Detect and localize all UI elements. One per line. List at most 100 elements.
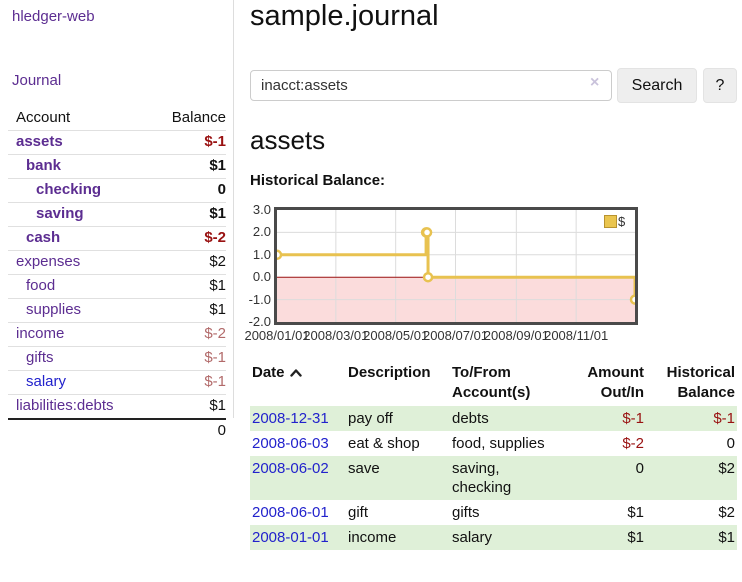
sidebar-divider <box>233 0 234 418</box>
account-row: bank $1 <box>8 154 226 179</box>
page-title: sample.journal <box>250 0 439 32</box>
transaction-description: gift <box>348 504 369 521</box>
x-axis-tick-label: 2008/01/01 <box>244 328 310 343</box>
account-row: assets $-1 <box>8 130 226 155</box>
transaction-accounts: salary <box>450 525 550 550</box>
sidebar-account-link[interactable]: supplies <box>26 301 82 318</box>
account-balance: $1 <box>152 394 226 419</box>
chart-legend: $ <box>604 214 625 229</box>
accounts-header-account: Account <box>16 109 71 126</box>
sidebar-account-link[interactable]: assets <box>16 133 63 150</box>
transaction-amount: $-1 <box>550 406 646 431</box>
account-row: income $-2 <box>8 322 226 347</box>
sidebar-account-link[interactable]: gifts <box>26 349 54 366</box>
transaction-date-link[interactable]: 2008-06-02 <box>252 460 329 477</box>
chart-label: Historical Balance: <box>250 172 386 189</box>
register-row: 2008-12-31 pay off debts $-1 $-1 <box>250 406 737 431</box>
transaction-date-link[interactable]: 2008-06-01 <box>252 504 329 521</box>
account-row: saving $1 <box>8 202 226 227</box>
chart-plot-border <box>274 207 638 325</box>
sidebar-account-link[interactable]: salary <box>26 373 67 390</box>
sidebar-account-link[interactable]: cash <box>26 229 61 246</box>
sidebar-account-link[interactable]: bank <box>26 157 62 174</box>
account-row: cash $-2 <box>8 226 226 251</box>
account-row: expenses $2 <box>8 250 226 275</box>
transaction-balance: $2 <box>646 456 737 500</box>
account-balance: $-2 <box>152 226 226 251</box>
account-row: liabilities:debts $1 <box>8 394 226 419</box>
accounts-total-value: 0 <box>152 418 226 443</box>
transaction-accounts: gifts <box>452 504 480 521</box>
sidebar-account-link[interactable]: income <box>16 325 65 342</box>
register-row: 2008-06-03 eat & shop food, supplies $-2 0 <box>250 431 737 456</box>
sidebar-account-link[interactable]: saving <box>36 205 84 222</box>
sort-ascending-icon <box>289 369 302 377</box>
account-row: food $1 <box>8 274 226 299</box>
account-row: checking 0 <box>8 178 226 203</box>
register-row: 2008-06-01 gift gifts $1 $2 <box>250 500 737 525</box>
help-button[interactable]: ? <box>703 68 737 103</box>
transaction-accounts: debts <box>450 406 550 431</box>
transaction-description: save <box>346 456 450 500</box>
y-axis-tick-label: -2.0 <box>248 314 271 329</box>
transaction-description: pay off <box>346 406 450 431</box>
sidebar-account-link[interactable]: expenses <box>16 253 81 270</box>
register-row: 2008-01-01 income salary $1 $1 <box>250 525 737 550</box>
legend-label: $ <box>618 214 626 229</box>
transaction-amount: 0 <box>550 456 646 500</box>
account-balance: $2 <box>152 250 226 275</box>
account-balance: $-1 <box>152 346 226 371</box>
transaction-balance: $-1 <box>646 406 737 431</box>
accounts-table-body: assets $-1 bank $1 checking 0 saving $1 cash $-2 e… <box>8 130 226 419</box>
transaction-amount: $1 <box>627 504 644 521</box>
account-balance: $-1 <box>152 370 226 395</box>
accounts-table: Account Balance assets $-1 bank $1 checking 0… <box>8 106 226 443</box>
account-heading: assets <box>250 125 326 155</box>
sidebar-item-journal[interactable]: Journal <box>12 72 62 89</box>
register-header-amount: Amount Out/In <box>587 364 644 401</box>
account-balance: $1 <box>152 274 226 299</box>
transaction-amount: $1 <box>550 525 646 550</box>
sidebar-account-link[interactable]: food <box>26 277 56 294</box>
transaction-accounts: saving, checking <box>450 456 550 500</box>
account-balance: $-1 <box>152 130 226 155</box>
accounts-total-row: 0 <box>8 418 226 443</box>
x-axis-tick-label: 2008/07/01 <box>422 328 489 343</box>
accounts-header-balance: Balance <box>171 109 226 126</box>
y-axis-tick-label: -1.0 <box>248 291 271 307</box>
transaction-balance: $2 <box>718 504 735 521</box>
transaction-balance: 0 <box>726 435 735 452</box>
register-header-description: Description <box>348 364 431 381</box>
search-button[interactable]: Search <box>617 68 697 103</box>
transaction-amount: $-2 <box>622 435 644 452</box>
register-row: 2008-06-02 save saving, checking 0 $2 <box>250 456 737 500</box>
x-axis-tick-label: 2008/09/01 <box>483 328 549 343</box>
account-balance: $-2 <box>152 322 226 347</box>
sidebar-account-link[interactable]: liabilities:debts <box>16 397 114 414</box>
brand-link[interactable]: hledger-web <box>12 8 95 25</box>
transaction-balance: $1 <box>646 525 737 550</box>
clear-search-icon[interactable]: × <box>590 74 600 91</box>
account-balance: $1 <box>152 298 226 323</box>
y-axis-tick-label: 1.0 <box>252 246 271 262</box>
register-header-balance: Historical Balance <box>666 364 735 401</box>
transaction-description: eat & shop <box>348 435 420 452</box>
account-row: gifts $-1 <box>8 346 226 371</box>
register-header-date[interactable]: Date <box>250 360 346 406</box>
y-axis-tick-label: 0.0 <box>252 269 271 285</box>
sidebar-account-link[interactable]: checking <box>36 181 102 198</box>
transaction-date-link[interactable]: 2008-06-03 <box>252 435 329 452</box>
transaction-description: income <box>346 525 450 550</box>
y-axis-tick-label: 3.0 <box>252 202 271 217</box>
x-axis-tick-label: 2008/11/01 <box>544 328 609 343</box>
transaction-date-link[interactable]: 2008-12-31 <box>252 410 329 427</box>
account-balance: 0 <box>152 178 226 203</box>
transaction-date-link[interactable]: 2008-01-01 <box>252 529 329 546</box>
account-balance: $1 <box>152 202 226 227</box>
search-input[interactable] <box>250 70 612 101</box>
y-axis-tick-label: 2.0 <box>252 224 271 240</box>
x-axis-tick-label: 2008/05/01 <box>363 328 429 343</box>
legend-swatch-icon <box>604 215 617 228</box>
register-table: Date Description To/From Account(s) Amou… <box>250 360 737 550</box>
